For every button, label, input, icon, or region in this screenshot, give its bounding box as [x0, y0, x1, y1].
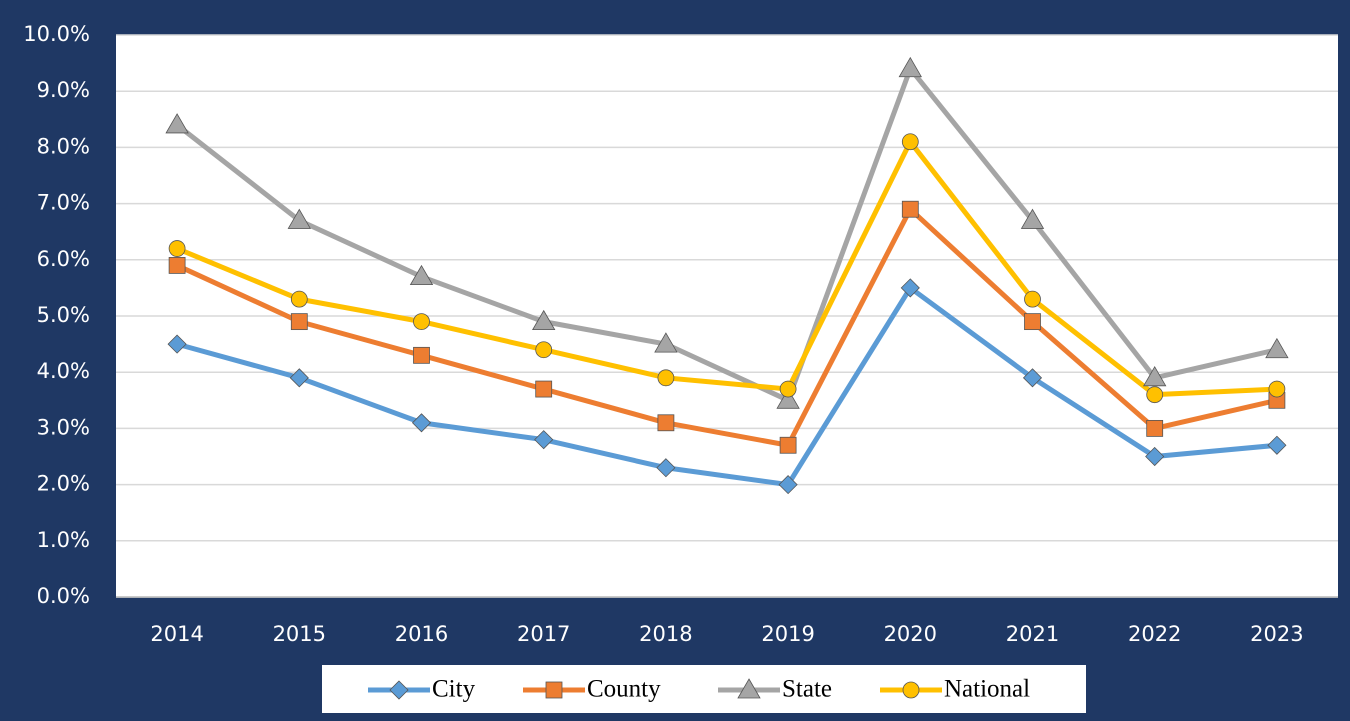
x-tick-label: 2022: [1128, 622, 1181, 646]
point: [1267, 435, 1287, 455]
point: [1145, 446, 1165, 467]
point: [1024, 290, 1041, 308]
point: [1020, 208, 1045, 229]
legend-marker: [737, 678, 761, 699]
point: [1265, 337, 1289, 359]
y-tick-label: 5.0%: [37, 303, 90, 327]
point: [1146, 386, 1164, 404]
point: [1146, 419, 1164, 437]
legend-marker: [902, 681, 920, 699]
point: [654, 332, 678, 353]
point: [779, 380, 797, 398]
y-tick-label: 3.0%: [37, 415, 90, 439]
x-tick-label: 2018: [639, 622, 692, 646]
point: [778, 475, 798, 495]
point: [290, 313, 308, 331]
point: [1268, 380, 1286, 398]
y-tick-label: 4.0%: [37, 359, 90, 383]
y-tick-label: 2.0%: [37, 472, 90, 496]
x-tick-label: 2015: [273, 622, 326, 646]
legend-marker: [389, 680, 409, 700]
point: [901, 200, 919, 218]
legend-box: [322, 665, 1086, 713]
point: [535, 341, 553, 359]
x-tick-label: 2019: [761, 622, 814, 646]
x-tick-label: 2023: [1250, 622, 1303, 646]
point: [413, 346, 430, 364]
y-tick-label: 8.0%: [37, 134, 90, 158]
legend-marker: [545, 681, 563, 699]
point: [657, 414, 675, 432]
point: [534, 430, 554, 450]
point: [1022, 368, 1043, 388]
point: [656, 458, 676, 478]
point: [898, 56, 922, 78]
legend-label: County: [587, 676, 661, 703]
y-tick-label: 10.0%: [23, 22, 90, 46]
point: [411, 413, 432, 433]
x-tick-label: 2014: [150, 622, 203, 646]
point: [779, 436, 797, 454]
point: [657, 369, 675, 387]
point: [287, 208, 311, 229]
x-tick-label: 2020: [884, 622, 937, 646]
point: [776, 388, 800, 409]
y-tick-label: 7.0%: [37, 191, 90, 215]
point: [165, 113, 189, 134]
series-line: [176, 285, 1278, 488]
y-tick-label: 1.0%: [37, 528, 90, 552]
point: [167, 334, 187, 354]
point: [290, 290, 308, 308]
x-tick-label: 2016: [395, 622, 448, 646]
series-line: [176, 206, 1278, 448]
series-line: [176, 139, 1278, 398]
point: [289, 368, 309, 388]
legend-label: State: [782, 676, 832, 703]
point: [900, 278, 920, 298]
y-tick-label: 9.0%: [37, 78, 90, 102]
point: [535, 380, 553, 398]
point: [168, 240, 186, 257]
point: [901, 133, 919, 151]
legend-label: City: [432, 676, 476, 703]
point: [413, 313, 430, 331]
y-tick-label: 6.0%: [37, 247, 90, 271]
x-tick-label: 2017: [517, 622, 570, 646]
point: [168, 257, 186, 274]
point: [532, 309, 556, 331]
legend-label: National: [944, 676, 1030, 703]
series-line: [175, 66, 1278, 403]
point: [1024, 313, 1041, 331]
y-tick-label: 0.0%: [37, 584, 90, 608]
point: [1143, 366, 1167, 387]
x-tick-label: 2021: [1006, 622, 1059, 646]
point: [409, 264, 434, 286]
